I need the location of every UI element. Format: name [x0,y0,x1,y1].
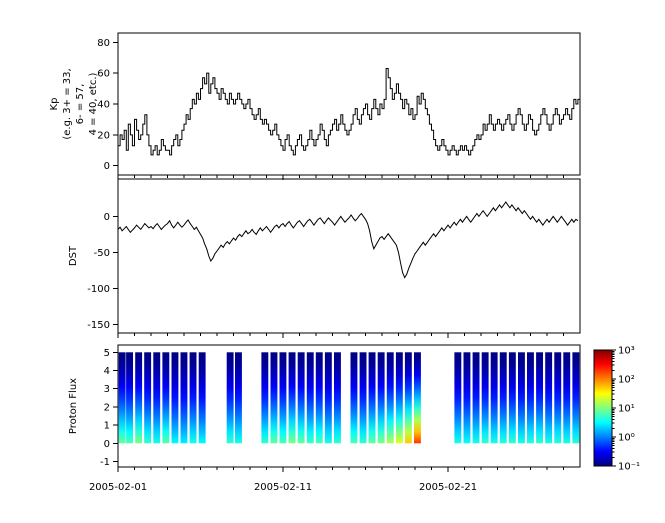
proton-flux-axis-title: Proton Flux [68,378,79,434]
proton-flux-column [334,352,341,444]
proton-flux-column [554,352,562,444]
proton-flux-column [198,352,206,444]
proton-flux-column [508,352,516,444]
colorbar-tick-label: 10⁰ [618,433,635,444]
pf-ytick-label: 5 [104,348,110,359]
proton-flux-column [153,352,161,444]
colorbar-tick-label: 10³ [618,346,635,357]
proton-flux-column [171,352,179,444]
kp-ytick-label: 40 [97,100,110,111]
pf-ytick-label: 2 [104,402,110,413]
proton-flux-column [315,352,323,444]
proton-flux-column [118,352,126,444]
proton-flux-column [261,352,269,444]
proton-flux-column [279,352,287,444]
proton-flux-column [126,352,133,444]
dst-panel-frame [117,178,581,334]
proton-flux-column [288,352,296,444]
proton-flux-column [324,352,332,444]
proton-flux-column [368,352,376,444]
proton-flux-column [545,352,553,444]
proton-flux-column [226,352,234,444]
kp-ytick-label: 0 [104,161,110,172]
proton-flux-column [395,352,403,444]
colorbar-axis [593,349,616,467]
axis-labels: 0 20 40 60 80 0 -50 -100 -150 -1 0 1 2 3 4 5 2005-02-01 2… [49,38,640,493]
proton-flux-column [490,352,498,444]
colorbar-tick-label: 10⁻¹ [618,462,640,473]
proton-flux-column [572,352,580,444]
proton-flux-column [481,352,489,444]
proton-flux-column [386,352,394,444]
proton-flux-column [144,352,152,444]
proton-flux-column [563,352,571,444]
proton-flux-column [359,352,367,444]
dst-ytick-label: 0 [104,212,110,223]
kp-ytick-label: 20 [97,130,110,141]
proton-flux-column [377,352,385,444]
proton-flux-column [472,352,480,444]
pf-ytick-label: 3 [104,384,110,395]
proton-flux-column [454,352,462,444]
x-tick-label: 2005-02-01 [89,482,147,493]
proton-flux-column [189,352,197,444]
dst-ytick-label: -50 [94,248,110,259]
colorbar-tick-label: 10² [618,375,635,386]
x-tick-label: 2005-02-21 [419,482,477,493]
dst-ytick-label: -150 [87,320,110,331]
proton-flux-column [518,352,525,444]
axes [113,32,581,472]
kp-step-line [118,68,580,156]
proton-flux-column [414,352,421,444]
kp-ytick-label: 80 [97,38,110,49]
pf-ytick-label: 0 [104,439,110,450]
proton-flux-column [536,352,543,444]
kp-panel-frame [117,32,581,176]
proton-flux-heatmap [118,352,580,444]
kp-axis-title: Kp (e.g. 3+ = 33, 6- = 57, 4 = 40, etc.) [49,68,99,139]
pf-ytick-label: 1 [104,421,110,432]
proton-flux-column [404,352,412,444]
colorbar-tick-label: 10¹ [618,404,635,415]
proton-flux-column [135,352,143,444]
proton-flux-column [350,352,358,444]
x-tick-label: 2005-02-11 [254,482,312,493]
pf-ytick-label: 4 [104,366,110,377]
proton-flux-column [499,352,507,444]
dst-axis-title: DST [68,245,79,266]
proton-flux-column [270,352,278,444]
proton-flux-column [162,352,170,444]
pf-ytick-label: -1 [100,457,110,468]
dst-ytick-label: -100 [87,284,110,295]
proton-flux-column [463,352,471,444]
colorbar [594,350,612,466]
proton-flux-column [527,352,534,444]
proton-flux-column [180,352,188,444]
kp-ytick-label: 60 [97,69,110,80]
proton-flux-column [306,352,314,444]
dst-line [117,201,579,279]
proton-flux-column [235,352,242,444]
proton-flux-column [297,352,305,444]
